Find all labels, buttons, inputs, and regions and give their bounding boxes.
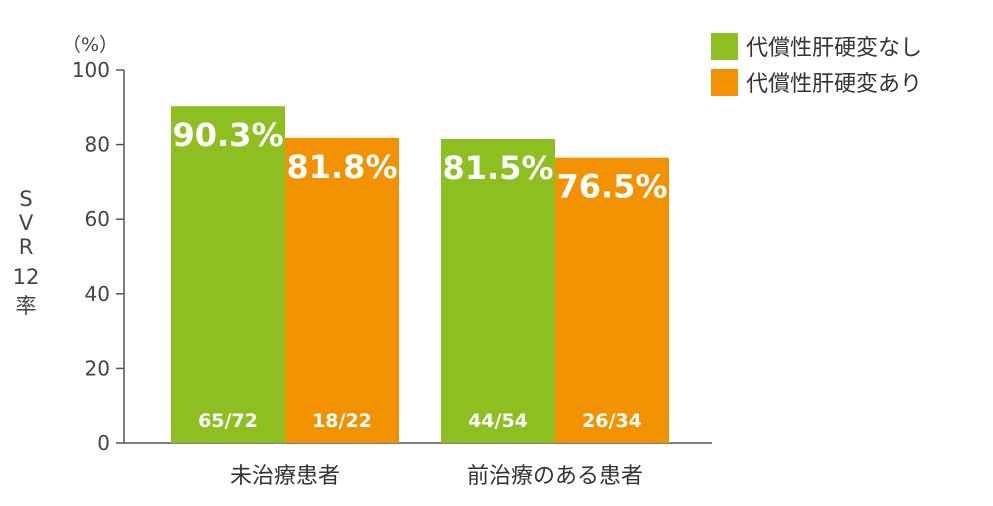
legend-swatch (711, 33, 738, 60)
bar-value-label: 76.5% (556, 168, 667, 206)
bar-count-label: 65/72 (198, 410, 258, 432)
bar-value-label: 81.5% (442, 149, 553, 187)
legend-swatch (711, 69, 738, 96)
y-tick-label: 0 (97, 431, 110, 455)
y-axis-label-num: 12 (13, 265, 40, 289)
y-tick-label: 100 (72, 58, 110, 82)
y-axis-label-char-ritsu: 率 (16, 294, 37, 318)
y-axis-label-char-r: R (19, 235, 34, 259)
y-axis-label-char-s: S (19, 187, 32, 211)
bar (555, 157, 669, 443)
x-category-label: 前治療のある患者 (467, 464, 643, 489)
y-tick-label: 20 (85, 356, 110, 380)
legend-label: 代償性肝硬変あり (746, 72, 922, 97)
bar-value-label: 90.3% (172, 116, 283, 154)
bar-count-label: 26/34 (582, 410, 642, 432)
bar-value-label: 81.8% (286, 148, 397, 186)
y-tick-label: 40 (85, 282, 110, 306)
bar-count-label: 18/22 (312, 410, 372, 432)
bar (171, 106, 285, 443)
y-axis-label-char-v: V (19, 211, 34, 235)
x-category-label: 未治療患者 (230, 464, 340, 489)
y-axis-label: S V R 12 率 (13, 187, 40, 318)
legend-label: 代償性肝硬変なし (746, 36, 922, 61)
bar (285, 137, 399, 444)
bars: 90.3% 65/72 81.8% 18/22 未治療患者 81.5% 44/54 76.5%… (171, 106, 669, 489)
y-tick-label: 60 (85, 207, 110, 231)
y-tick-label: 80 (85, 133, 110, 157)
bar-count-label: 44/54 (468, 410, 528, 432)
y-unit-label: （%） (62, 34, 118, 56)
bar (441, 139, 555, 443)
